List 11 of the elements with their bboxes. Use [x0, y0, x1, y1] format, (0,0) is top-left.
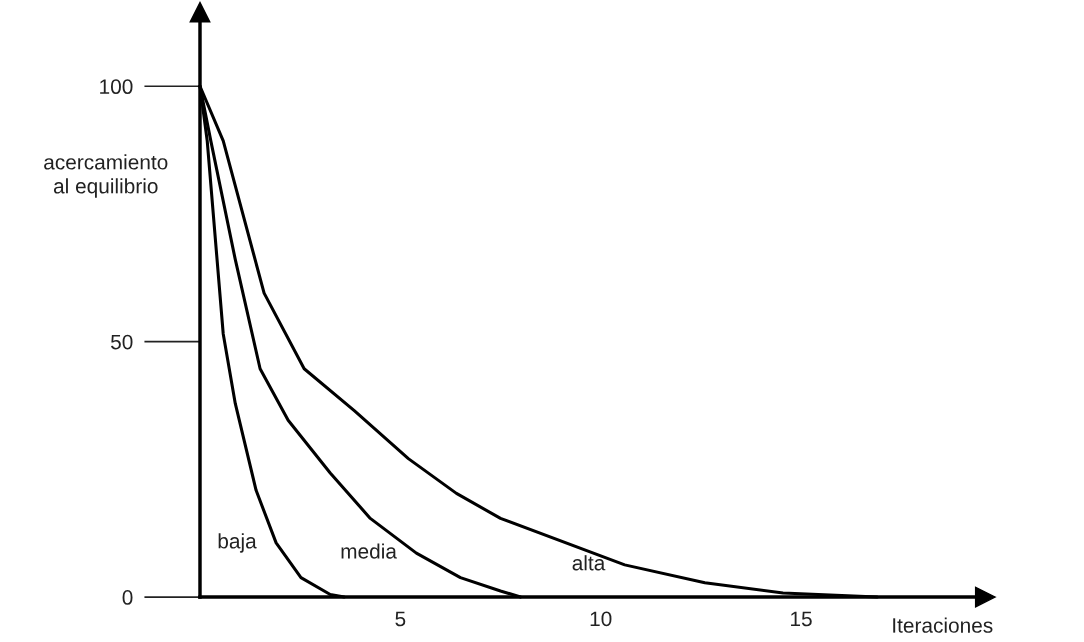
series-label: baja — [218, 533, 257, 553]
x-tick-label: 10 — [590, 611, 612, 627]
x-tick-label: 15 — [791, 611, 812, 627]
y-tick-label: 0 — [122, 590, 133, 605]
x-axis-title: Iteraciones — [893, 617, 993, 633]
series-label: alta — [572, 555, 606, 571]
y-tick-label: 100 — [100, 79, 133, 95]
y-tick-label: 50 — [110, 334, 133, 350]
series-label: media — [341, 543, 397, 559]
x-tick-label: 5 — [395, 611, 406, 627]
y-axis-title: acercamiento al equilibrio — [44, 154, 168, 198]
